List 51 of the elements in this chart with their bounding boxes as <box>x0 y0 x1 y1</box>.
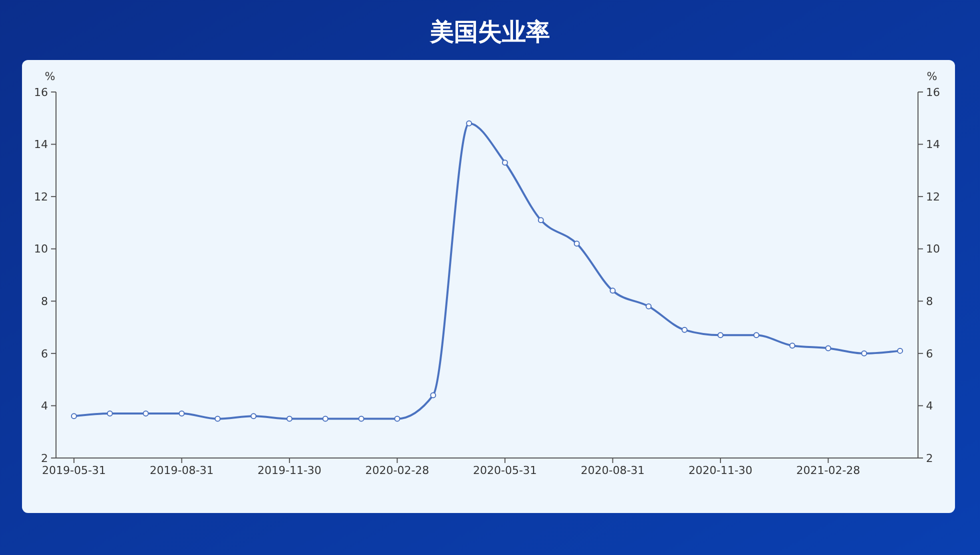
point <box>70 413 77 420</box>
y-tick-label: 6 <box>41 347 48 360</box>
point <box>106 410 113 417</box>
point <box>574 240 580 247</box>
point <box>466 120 472 126</box>
point <box>610 288 616 294</box>
point <box>717 332 724 338</box>
chart-title: 美国失业率 <box>429 18 550 46</box>
x-tick-label: 2020-08-31 <box>580 464 645 477</box>
point <box>286 416 292 422</box>
y2-tick-label: 12 <box>926 190 940 204</box>
x-tick-label: 2021-02-28 <box>796 464 860 477</box>
point <box>753 332 760 338</box>
point <box>682 326 688 333</box>
point <box>214 416 221 422</box>
point <box>178 410 185 417</box>
y-tick-label: 14 <box>34 138 48 152</box>
point <box>394 416 400 422</box>
point <box>250 413 257 420</box>
y2-tick-label: 10 <box>926 242 940 256</box>
point <box>142 410 149 417</box>
point <box>789 342 796 349</box>
point <box>502 160 508 166</box>
y2-tick-label: 14 <box>926 138 940 152</box>
x-tick-label: 2020-11-30 <box>688 464 752 477</box>
y-tick-label: 8 <box>41 294 48 308</box>
y2-tick-label: 4 <box>926 400 933 413</box>
point <box>646 303 652 310</box>
y-tick-label: 4 <box>41 400 48 413</box>
y2-axis-title: % <box>926 70 938 83</box>
point <box>358 416 364 422</box>
y2-tick-label: 6 <box>926 347 933 360</box>
point <box>538 217 544 224</box>
point <box>897 348 904 354</box>
y2-tick-label: 8 <box>926 294 933 308</box>
point <box>322 416 328 422</box>
x-tick-label: 2019-11-30 <box>257 464 322 477</box>
point <box>825 345 832 352</box>
x-tick-label: 2019-05-31 <box>42 464 106 477</box>
y2-tick-label: 16 <box>926 86 940 99</box>
x-tick-label: 2020-02-28 <box>365 464 430 477</box>
y-tick-label: 10 <box>34 242 48 256</box>
point <box>861 350 868 356</box>
y-tick-label: 12 <box>34 190 48 204</box>
y-tick-label: 16 <box>34 86 48 99</box>
y-tick-label: 2 <box>41 452 48 465</box>
y2-tick-label: 2 <box>926 452 933 465</box>
x-tick-label: 2020-05-31 <box>472 464 537 477</box>
x-tick-label: 2019-08-31 <box>150 464 214 477</box>
y-axis-title: % <box>44 70 56 83</box>
point <box>430 392 436 398</box>
